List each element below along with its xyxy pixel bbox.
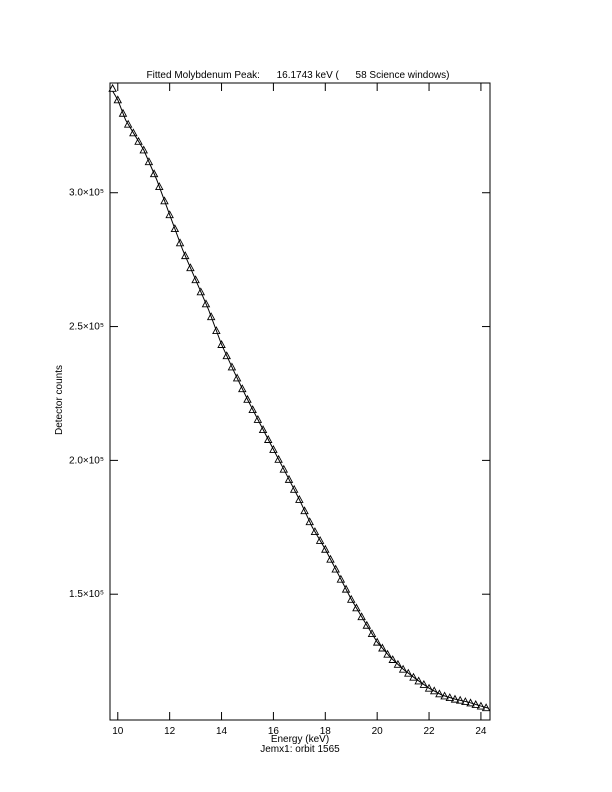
data-point (201, 299, 211, 308)
data-point (315, 535, 325, 544)
data-point (274, 454, 283, 463)
data-point (367, 629, 377, 637)
data-point (155, 182, 164, 191)
data-point (206, 312, 216, 321)
data-point (352, 603, 361, 612)
data-point (232, 373, 242, 382)
data-point (404, 668, 413, 677)
data-point (388, 655, 397, 663)
y-tick-label: 2.0×10⁵ (69, 455, 104, 466)
chart-title: Fitted Molybdenum Peak: 16.1743 keV ( 58… (147, 70, 450, 81)
data-point (222, 351, 231, 360)
x-tick-label: 20 (372, 726, 384, 737)
data-point (243, 394, 252, 403)
data-point (372, 637, 382, 646)
data-point (326, 554, 335, 563)
data-point (134, 136, 143, 145)
y-axis-label: Detector counts (54, 365, 65, 435)
plot-frame (109, 82, 491, 721)
x-axis-label: Energy (keV) (271, 734, 329, 745)
data-point (295, 495, 304, 503)
data-point (253, 414, 263, 423)
data-point (212, 326, 221, 335)
data-point (180, 251, 190, 260)
data-point (186, 263, 195, 272)
data-point (248, 405, 257, 413)
data-point (310, 527, 320, 536)
data-point (435, 689, 444, 698)
data-point (139, 145, 148, 154)
data-point (383, 649, 392, 658)
x-tick-label: 24 (475, 726, 487, 737)
data-point (336, 574, 346, 583)
x-tick-label: 14 (216, 726, 228, 737)
data-point (393, 659, 403, 668)
x-tick-label: 22 (423, 726, 435, 737)
fit-line (112, 90, 489, 709)
data-point (424, 683, 434, 692)
data-point (196, 287, 206, 296)
data-point (414, 676, 423, 685)
data-point (398, 664, 408, 673)
data-point (238, 384, 247, 393)
x-tick-label: 18 (320, 726, 332, 737)
data-point (175, 238, 185, 247)
data-point (362, 620, 372, 629)
data-point (409, 672, 418, 681)
footnote: Jemx1: orbit 1565 (260, 744, 340, 755)
y-tick-label: 3.0×10⁵ (69, 188, 104, 199)
x-tick-label: 10 (112, 726, 124, 737)
data-point (269, 444, 278, 453)
data-point (357, 612, 366, 621)
data-point (321, 544, 330, 553)
data-point (217, 340, 226, 348)
data-point (165, 210, 174, 219)
data-point (331, 564, 340, 573)
data-point (300, 506, 309, 515)
data-point (289, 484, 299, 493)
data-point (129, 128, 138, 137)
data-point (227, 362, 237, 371)
x-tick-label: 12 (164, 726, 176, 737)
y-tick-label: 1.5×10⁵ (69, 589, 104, 600)
data-point (305, 517, 314, 526)
data-point (378, 643, 387, 652)
y-tick-label: 2.5×10⁵ (69, 322, 104, 333)
data-point (123, 119, 133, 128)
data-point (149, 169, 159, 178)
data-point (258, 425, 268, 434)
data-point (170, 224, 180, 233)
data-point (279, 464, 289, 473)
data-point (191, 275, 200, 284)
data-point (144, 157, 154, 166)
data-point (160, 196, 169, 205)
data-point (346, 594, 356, 603)
data-point (113, 95, 123, 104)
data-point (284, 474, 294, 483)
x-tick-label: 16 (268, 726, 280, 737)
data-point (341, 584, 351, 593)
data-point (263, 435, 273, 443)
data-point (118, 108, 128, 117)
data-point (429, 686, 439, 695)
data-point (419, 679, 429, 688)
